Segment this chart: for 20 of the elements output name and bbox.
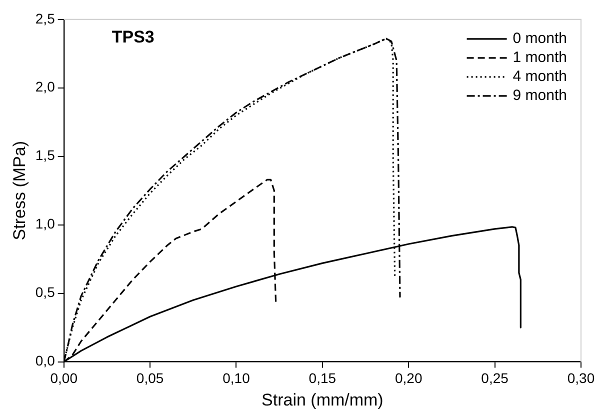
x-axis-title: Strain (mm/mm) [262, 390, 384, 410]
x-tick-label: 0,15 [308, 370, 336, 386]
y-tick-label: 0,0 [35, 352, 56, 369]
legend-label: 9 month [512, 87, 568, 104]
x-tick-label: 0,30 [567, 370, 595, 386]
y-tick-label: 2,5 [35, 10, 56, 26]
x-tick-label: 0,10 [222, 370, 250, 386]
x-tick-label: 0,05 [136, 370, 164, 386]
legend-label: 1 month [512, 49, 568, 66]
y-tick-label: 2,0 [35, 78, 56, 95]
legend-label: 4 month [512, 68, 568, 86]
x-tick-label: 0,20 [394, 370, 422, 386]
y-tick-label: 1,5 [35, 147, 56, 164]
y-axis-title: Stress (MPa) [10, 141, 29, 240]
text: TPS3 [112, 28, 154, 47]
legend-label: 0 month [512, 30, 568, 48]
y-tick-label: 0,5 [35, 284, 56, 300]
y-tick-label: 1,0 [35, 216, 56, 232]
x-tick-label: 0,25 [481, 370, 509, 386]
x-tick-label: 0,00 [50, 370, 78, 386]
